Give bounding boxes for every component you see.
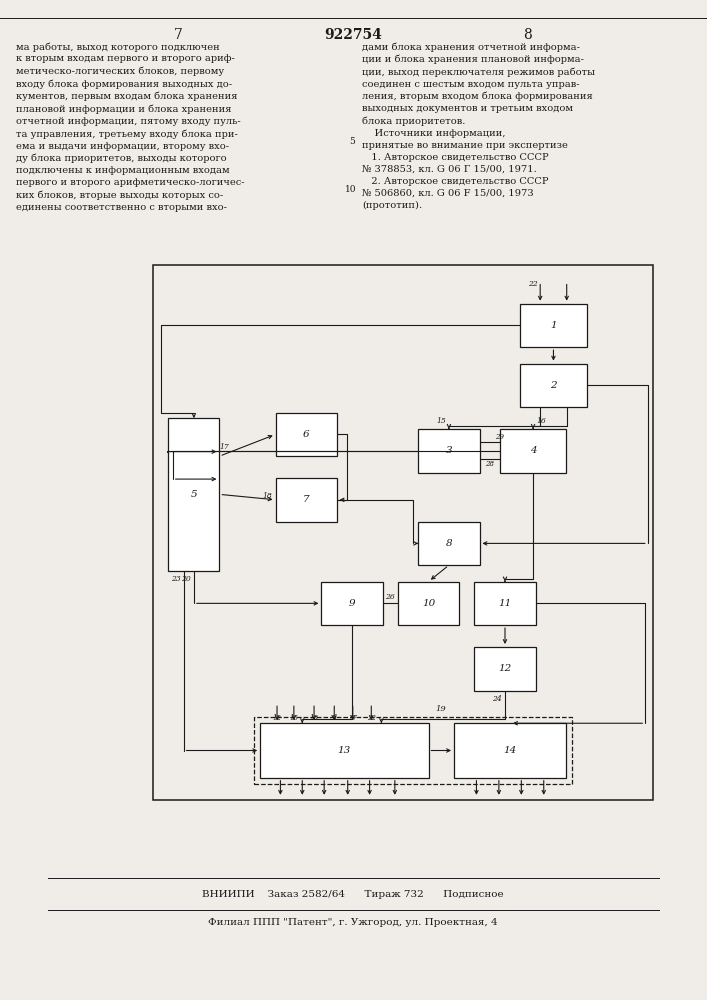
Text: 26: 26 (385, 593, 395, 601)
Bar (276, 478, 337, 522)
Text: 20: 20 (181, 575, 191, 583)
Text: 3: 3 (445, 446, 452, 455)
Text: 24: 24 (492, 695, 502, 703)
Text: 14: 14 (503, 746, 517, 755)
Bar (168, 418, 219, 571)
Text: дами блока хранения отчетной информа-
ции и блока хранения плановой информа-
ции: дами блока хранения отчетной информа- ци… (362, 42, 595, 210)
Text: 19: 19 (436, 705, 447, 713)
Bar (260, 723, 428, 778)
Text: 7: 7 (303, 495, 310, 504)
Bar (153, 265, 653, 800)
Text: 18: 18 (310, 714, 319, 722)
Text: 15: 15 (436, 417, 446, 425)
Text: 18: 18 (262, 492, 272, 500)
Text: 22: 22 (528, 280, 538, 288)
Text: 9: 9 (349, 599, 356, 608)
Text: 27: 27 (349, 714, 357, 722)
Bar (474, 647, 536, 691)
Text: 17: 17 (220, 443, 229, 451)
Bar (255, 717, 572, 784)
Text: 7: 7 (173, 28, 182, 42)
Text: 15: 15 (289, 714, 298, 722)
Text: Филиал ППП "Патент", г. Ужгород, ул. Проектная, 4: Филиал ППП "Патент", г. Ужгород, ул. Про… (208, 918, 498, 927)
Text: 5: 5 (191, 490, 197, 499)
Text: 23: 23 (171, 575, 180, 583)
Text: 16: 16 (536, 417, 546, 425)
Text: 8: 8 (524, 28, 532, 42)
Text: 4: 4 (530, 446, 537, 455)
Text: 6: 6 (303, 430, 310, 439)
Bar (520, 364, 587, 407)
Text: 13: 13 (338, 746, 351, 755)
Bar (419, 429, 479, 473)
Text: 12: 12 (498, 664, 512, 673)
Text: 2: 2 (550, 381, 557, 390)
Text: ВНИИПИ    Заказ 2582/64      Тираж 732      Подписное: ВНИИПИ Заказ 2582/64 Тираж 732 Подписное (202, 890, 504, 899)
Bar (322, 582, 382, 625)
Text: 12: 12 (272, 714, 281, 722)
Text: 922754: 922754 (324, 28, 382, 42)
Text: 8: 8 (445, 539, 452, 548)
Text: 5: 5 (349, 137, 355, 146)
Bar (419, 522, 479, 565)
Bar (500, 429, 566, 473)
Text: 10: 10 (422, 599, 435, 608)
Text: 29: 29 (495, 433, 504, 441)
Text: 28: 28 (485, 460, 494, 468)
Text: 22: 22 (367, 714, 376, 722)
Text: 1: 1 (550, 321, 557, 330)
Bar (398, 582, 459, 625)
Bar (474, 582, 536, 625)
Text: ма работы, выход которого подключен
к вторым входам первого и второго ариф-
мети: ма работы, выход которого подключен к вт… (16, 42, 245, 212)
Text: 10: 10 (345, 186, 356, 194)
Text: 31: 31 (329, 714, 339, 722)
Bar (276, 413, 337, 456)
Bar (520, 304, 587, 347)
Text: 11: 11 (498, 599, 512, 608)
Bar (454, 723, 566, 778)
